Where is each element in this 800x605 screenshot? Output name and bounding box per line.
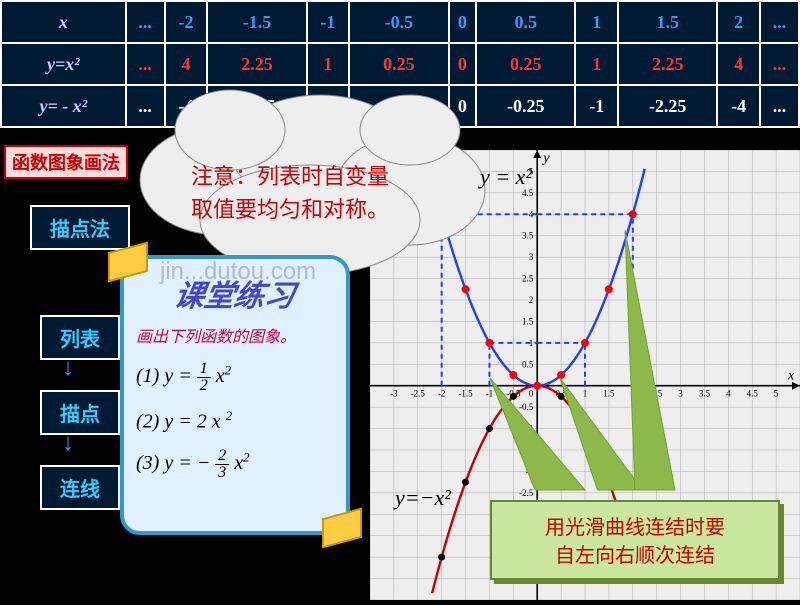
step-button-connect[interactable]: 连线 — [40, 465, 120, 510]
tip-line2: 自左向右顺次连结 — [492, 542, 778, 570]
svg-text:2.5: 2.5 — [522, 274, 534, 284]
exercise-equation: (2) y = 2 x 2 — [136, 408, 334, 434]
table-row: y=x² ... 4 2.25 1 0.25 0 0.25 1 2.25 4 .… — [1, 43, 799, 85]
hint-line2: 取值要均匀和对称。 — [140, 193, 440, 226]
arrow-down-icon: ↓ — [62, 355, 74, 382]
svg-text:3.5: 3.5 — [699, 389, 711, 399]
exercise-panel: 课堂练习 画出下列函数的图象。 (1) y = 12 x2(2) y = 2 x… — [120, 255, 350, 535]
svg-text:-1: -1 — [486, 389, 494, 399]
svg-text:3: 3 — [529, 252, 534, 262]
svg-text:y: y — [541, 151, 550, 166]
tip-line1: 用光滑曲线连结时要 — [492, 514, 778, 542]
svg-text:3: 3 — [678, 389, 683, 399]
hint-callout: 注意：列表时自变量 取值要均匀和对称。 — [140, 160, 440, 226]
step-button-list[interactable]: 列表 — [40, 315, 120, 360]
svg-text:x: x — [787, 369, 795, 384]
hint-line1: 注意：列表时自变量 — [140, 160, 440, 193]
svg-text:4.5: 4.5 — [747, 389, 759, 399]
scroll-corner-icon — [322, 508, 362, 549]
tip-box: 用光滑曲线连结时要 自左向右顺次连结 — [490, 500, 780, 580]
svg-text:-2.5: -2.5 — [519, 488, 534, 498]
table-row: x ... -2 -1.5 -1 -0.5 0 0.5 1 1.5 2 ... — [1, 1, 799, 43]
svg-text:0.5: 0.5 — [522, 359, 534, 369]
svg-text:-1.5: -1.5 — [519, 445, 534, 455]
method-label: 描点法 — [30, 205, 130, 250]
svg-text:2.5: 2.5 — [651, 389, 663, 399]
svg-text:4: 4 — [726, 389, 731, 399]
svg-text:3.5: 3.5 — [522, 231, 534, 241]
svg-text:2: 2 — [529, 295, 534, 305]
svg-text:-3: -3 — [390, 389, 398, 399]
svg-text:1: 1 — [583, 389, 588, 399]
svg-text:1.5: 1.5 — [603, 389, 615, 399]
svg-text:1.5: 1.5 — [522, 316, 534, 326]
exercise-equation: (3) y = − 23 x2 — [136, 448, 334, 481]
arrow-down-icon: ↓ — [62, 430, 74, 457]
watermark: jin...dutou.com — [160, 258, 316, 286]
svg-text:0: 0 — [529, 389, 534, 399]
section-title: 函数图象画法 — [4, 145, 128, 179]
curve-label-pos: y = x² — [480, 164, 532, 190]
svg-text:-2: -2 — [438, 389, 446, 399]
svg-text:-0.5: -0.5 — [519, 402, 534, 412]
curve-label-neg: y=−x² — [395, 485, 451, 511]
svg-text:-1: -1 — [526, 424, 534, 434]
exercise-equation: (1) y = 12 x2 — [136, 361, 334, 394]
th-eq1: y=x² — [1, 43, 126, 85]
svg-text:-2.5: -2.5 — [411, 389, 426, 399]
exercise-subtitle: 画出下列函数的图象。 — [136, 323, 334, 347]
th-eq2: y= - x² — [1, 85, 126, 127]
svg-text:5: 5 — [774, 389, 779, 399]
step-button-plot[interactable]: 描点 — [40, 390, 120, 435]
th-x: x — [1, 1, 126, 43]
svg-text:-2: -2 — [526, 466, 534, 476]
svg-text:2: 2 — [631, 389, 636, 399]
svg-text:-1.5: -1.5 — [458, 389, 473, 399]
